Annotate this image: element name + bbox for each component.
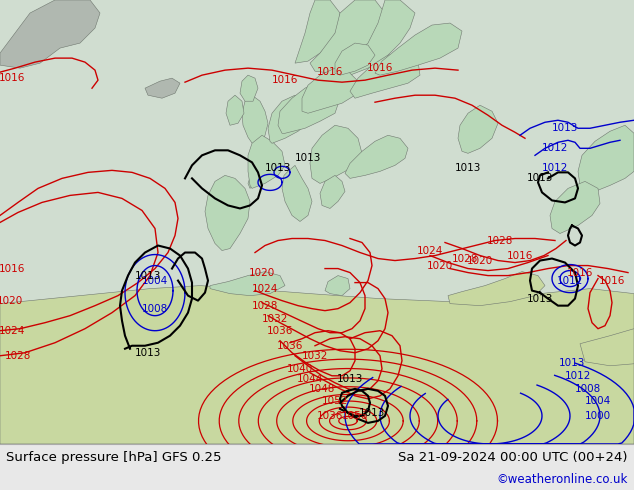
Text: 1020: 1020 xyxy=(427,261,453,270)
Text: 1024: 1024 xyxy=(417,245,443,255)
Text: 1020: 1020 xyxy=(249,268,275,277)
Text: 1024: 1024 xyxy=(0,326,25,336)
Text: 1013: 1013 xyxy=(559,358,585,368)
Polygon shape xyxy=(578,125,634,194)
Text: 1012: 1012 xyxy=(565,371,591,381)
Polygon shape xyxy=(205,175,250,250)
Text: 1013: 1013 xyxy=(455,163,481,173)
Polygon shape xyxy=(268,95,312,143)
Polygon shape xyxy=(145,78,180,98)
Text: 1016: 1016 xyxy=(367,63,393,73)
Text: 1040: 1040 xyxy=(287,364,313,374)
Polygon shape xyxy=(345,135,408,178)
Text: 1004: 1004 xyxy=(585,396,611,406)
Text: 1048: 1048 xyxy=(309,384,335,394)
Text: Surface pressure [hPa] GFS 0.25: Surface pressure [hPa] GFS 0.25 xyxy=(6,451,221,465)
Polygon shape xyxy=(310,125,362,183)
Polygon shape xyxy=(375,23,462,75)
Text: 1028: 1028 xyxy=(452,253,478,264)
Polygon shape xyxy=(310,0,385,73)
Text: 1044: 1044 xyxy=(297,374,323,384)
Polygon shape xyxy=(448,271,545,306)
Text: 1012: 1012 xyxy=(557,275,583,286)
Text: 1013: 1013 xyxy=(359,408,385,418)
Text: 1013: 1013 xyxy=(527,294,553,304)
Polygon shape xyxy=(325,275,350,295)
Text: 1013: 1013 xyxy=(552,123,578,133)
Polygon shape xyxy=(248,135,285,188)
Text: 1016: 1016 xyxy=(567,268,593,277)
Polygon shape xyxy=(242,95,268,148)
Text: 1016: 1016 xyxy=(0,73,25,83)
Text: 1052: 1052 xyxy=(322,396,348,406)
Text: 1024: 1024 xyxy=(252,284,278,294)
Text: 1056: 1056 xyxy=(342,411,368,421)
Polygon shape xyxy=(335,43,375,75)
Text: 1020: 1020 xyxy=(467,256,493,266)
Text: 1032: 1032 xyxy=(302,351,328,361)
Text: 1016: 1016 xyxy=(598,275,625,286)
Polygon shape xyxy=(0,286,634,444)
Text: 1016: 1016 xyxy=(272,75,298,85)
Text: 1013: 1013 xyxy=(337,374,363,384)
Text: 1013: 1013 xyxy=(295,153,321,163)
Polygon shape xyxy=(248,141,275,188)
Text: 1032: 1032 xyxy=(262,314,288,324)
Text: 1028: 1028 xyxy=(487,236,513,245)
Polygon shape xyxy=(580,329,634,366)
Text: 1000: 1000 xyxy=(585,411,611,421)
Text: 1013: 1013 xyxy=(135,270,161,281)
Polygon shape xyxy=(320,175,345,208)
Text: 1004: 1004 xyxy=(142,275,168,286)
Text: 1013: 1013 xyxy=(527,173,553,183)
Text: 1013: 1013 xyxy=(135,348,161,358)
Polygon shape xyxy=(226,95,244,125)
Text: 1028: 1028 xyxy=(5,351,31,361)
Polygon shape xyxy=(302,68,358,113)
Polygon shape xyxy=(278,81,340,133)
Polygon shape xyxy=(282,165,312,221)
Text: 1016: 1016 xyxy=(507,250,533,261)
Polygon shape xyxy=(340,0,415,75)
Polygon shape xyxy=(350,53,420,98)
Text: 1036: 1036 xyxy=(277,341,303,351)
Text: Sa 21-09-2024 00:00 UTC (00+24): Sa 21-09-2024 00:00 UTC (00+24) xyxy=(399,451,628,465)
Polygon shape xyxy=(295,0,340,63)
Polygon shape xyxy=(458,105,498,153)
Text: 1016: 1016 xyxy=(317,67,343,77)
Text: 1036: 1036 xyxy=(317,411,343,421)
Text: 1012: 1012 xyxy=(542,143,568,153)
Polygon shape xyxy=(240,75,258,101)
Text: 1012: 1012 xyxy=(542,163,568,173)
Text: ©weatheronline.co.uk: ©weatheronline.co.uk xyxy=(496,473,628,487)
Text: 1008: 1008 xyxy=(142,304,168,314)
Text: 1008: 1008 xyxy=(575,384,601,394)
Polygon shape xyxy=(0,0,100,68)
Text: 1020: 1020 xyxy=(0,295,23,306)
Text: 1013: 1013 xyxy=(265,163,291,173)
Polygon shape xyxy=(210,271,285,295)
Text: 1028: 1028 xyxy=(252,301,278,311)
Text: 1036: 1036 xyxy=(267,326,293,336)
Polygon shape xyxy=(550,181,600,234)
Text: 1016: 1016 xyxy=(0,264,25,273)
